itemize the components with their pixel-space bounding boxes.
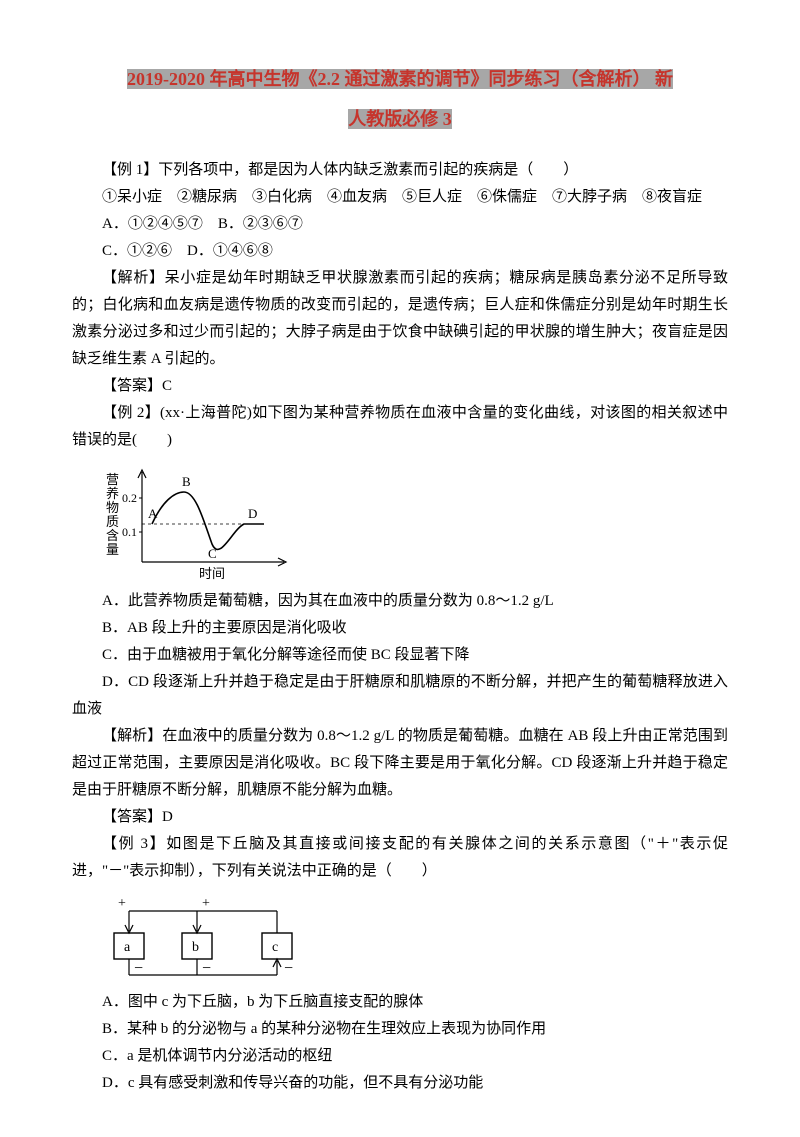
ex3-optC: C．a 是机体调节内分泌活动的枢纽 bbox=[72, 1043, 728, 1070]
chart-label-A: A bbox=[148, 506, 158, 521]
ytick-01: 0.1 bbox=[122, 525, 137, 539]
ex2-optD: D．CD 段逐渐上升并趋于稳定是由于肝糖原和肌糖原的不断分解，并把产生的葡萄糖释… bbox=[72, 669, 728, 723]
ex1-options: ①呆小症 ②糖尿病 ③白化病 ④血友病 ⑤巨人症 ⑥侏儒症 ⑦大脖子病 ⑧夜盲症 bbox=[72, 184, 728, 211]
chart-label-D: D bbox=[248, 506, 257, 521]
plus-1: + bbox=[118, 896, 126, 911]
title-line-2: 人教版必修 3 bbox=[348, 109, 452, 129]
node-c: c bbox=[272, 940, 278, 955]
ex2-stem: 【例 2】(xx·上海普陀)如下图为某种营养物质在血液中含量的变化曲线，对该图的… bbox=[72, 400, 728, 454]
ex2-answer: 【答案】D bbox=[72, 804, 728, 831]
title-block: 2019-2020 年高中生物《2.2 通过激素的调节》同步练习（含解析） 新 … bbox=[72, 60, 728, 139]
document-page: 2019-2020 年高中生物《2.2 通过激素的调节》同步练习（含解析） 新 … bbox=[0, 0, 800, 1137]
chart-label-B: B bbox=[182, 474, 191, 489]
chart-label-C: C bbox=[208, 546, 217, 561]
plus-2: + bbox=[202, 896, 210, 911]
ex3-optB: B．某种 b 的分泌物与 a 的某种分泌物在生理效应上表现为协同作用 bbox=[72, 1016, 728, 1043]
ex1-optC: C．①②⑥ D．①④⑥⑧ bbox=[72, 238, 728, 265]
minus-1: − bbox=[134, 960, 143, 977]
ex3-stem: 【例 3】如图是下丘脑及其直接或间接支配的有关腺体之间的关系示意图（"＋"表示促… bbox=[72, 831, 728, 885]
ex3-optA: A．图中 c 为下丘脑，b 为下丘脑直接支配的腺体 bbox=[72, 989, 728, 1016]
minus-2: − bbox=[202, 960, 211, 977]
ex1-answer: 【答案】C bbox=[72, 373, 728, 400]
chart-ylabel: 营 养 物 质 含 量 bbox=[106, 472, 122, 557]
chart-xlabel: 时间 bbox=[199, 566, 225, 581]
ytick-02: 0.2 bbox=[122, 491, 137, 505]
ex2-optC: C．由于血糖被用于氧化分解等途径而使 BC 段显著下降 bbox=[72, 642, 728, 669]
ex2-optB: B．AB 段上升的主要原因是消化吸收 bbox=[72, 615, 728, 642]
ex1-optA: A．①②④⑤⑦ B．②③⑥⑦ bbox=[72, 211, 728, 238]
ex2-optA: A．此营养物质是葡萄糖，因为其在血液中的质量分数为 0.8～1.2 g/L bbox=[72, 588, 728, 615]
ex1-stem: 【例 1】下列各项中，都是因为人体内缺乏激素而引起的疾病是（ ） bbox=[72, 157, 728, 184]
ex2-analysis: 【解析】在血液中的质量分数为 0.8～1.2 g/L 的物质是葡萄糖。血糖在 A… bbox=[72, 723, 728, 804]
ex1-analysis: 【解析】呆小症是幼年时期缺乏甲状腺激素而引起的疾病；糖尿病是胰岛素分泌不足所导致… bbox=[72, 265, 728, 373]
ex2-chart: 0.1 0.2 A B C D 营 养 物 质 含 量 时间 bbox=[104, 462, 728, 582]
node-b: b bbox=[192, 940, 199, 955]
ex3-optD: D．c 具有感受刺激和传导兴奋的功能，但不具有分泌功能 bbox=[72, 1070, 728, 1097]
ex3-diagram: a b c + + − − − bbox=[104, 893, 728, 983]
title-line-1: 2019-2020 年高中生物《2.2 通过激素的调节》同步练习（含解析） 新 bbox=[127, 69, 673, 89]
minus-3: − bbox=[284, 960, 293, 977]
node-a: a bbox=[124, 940, 131, 955]
